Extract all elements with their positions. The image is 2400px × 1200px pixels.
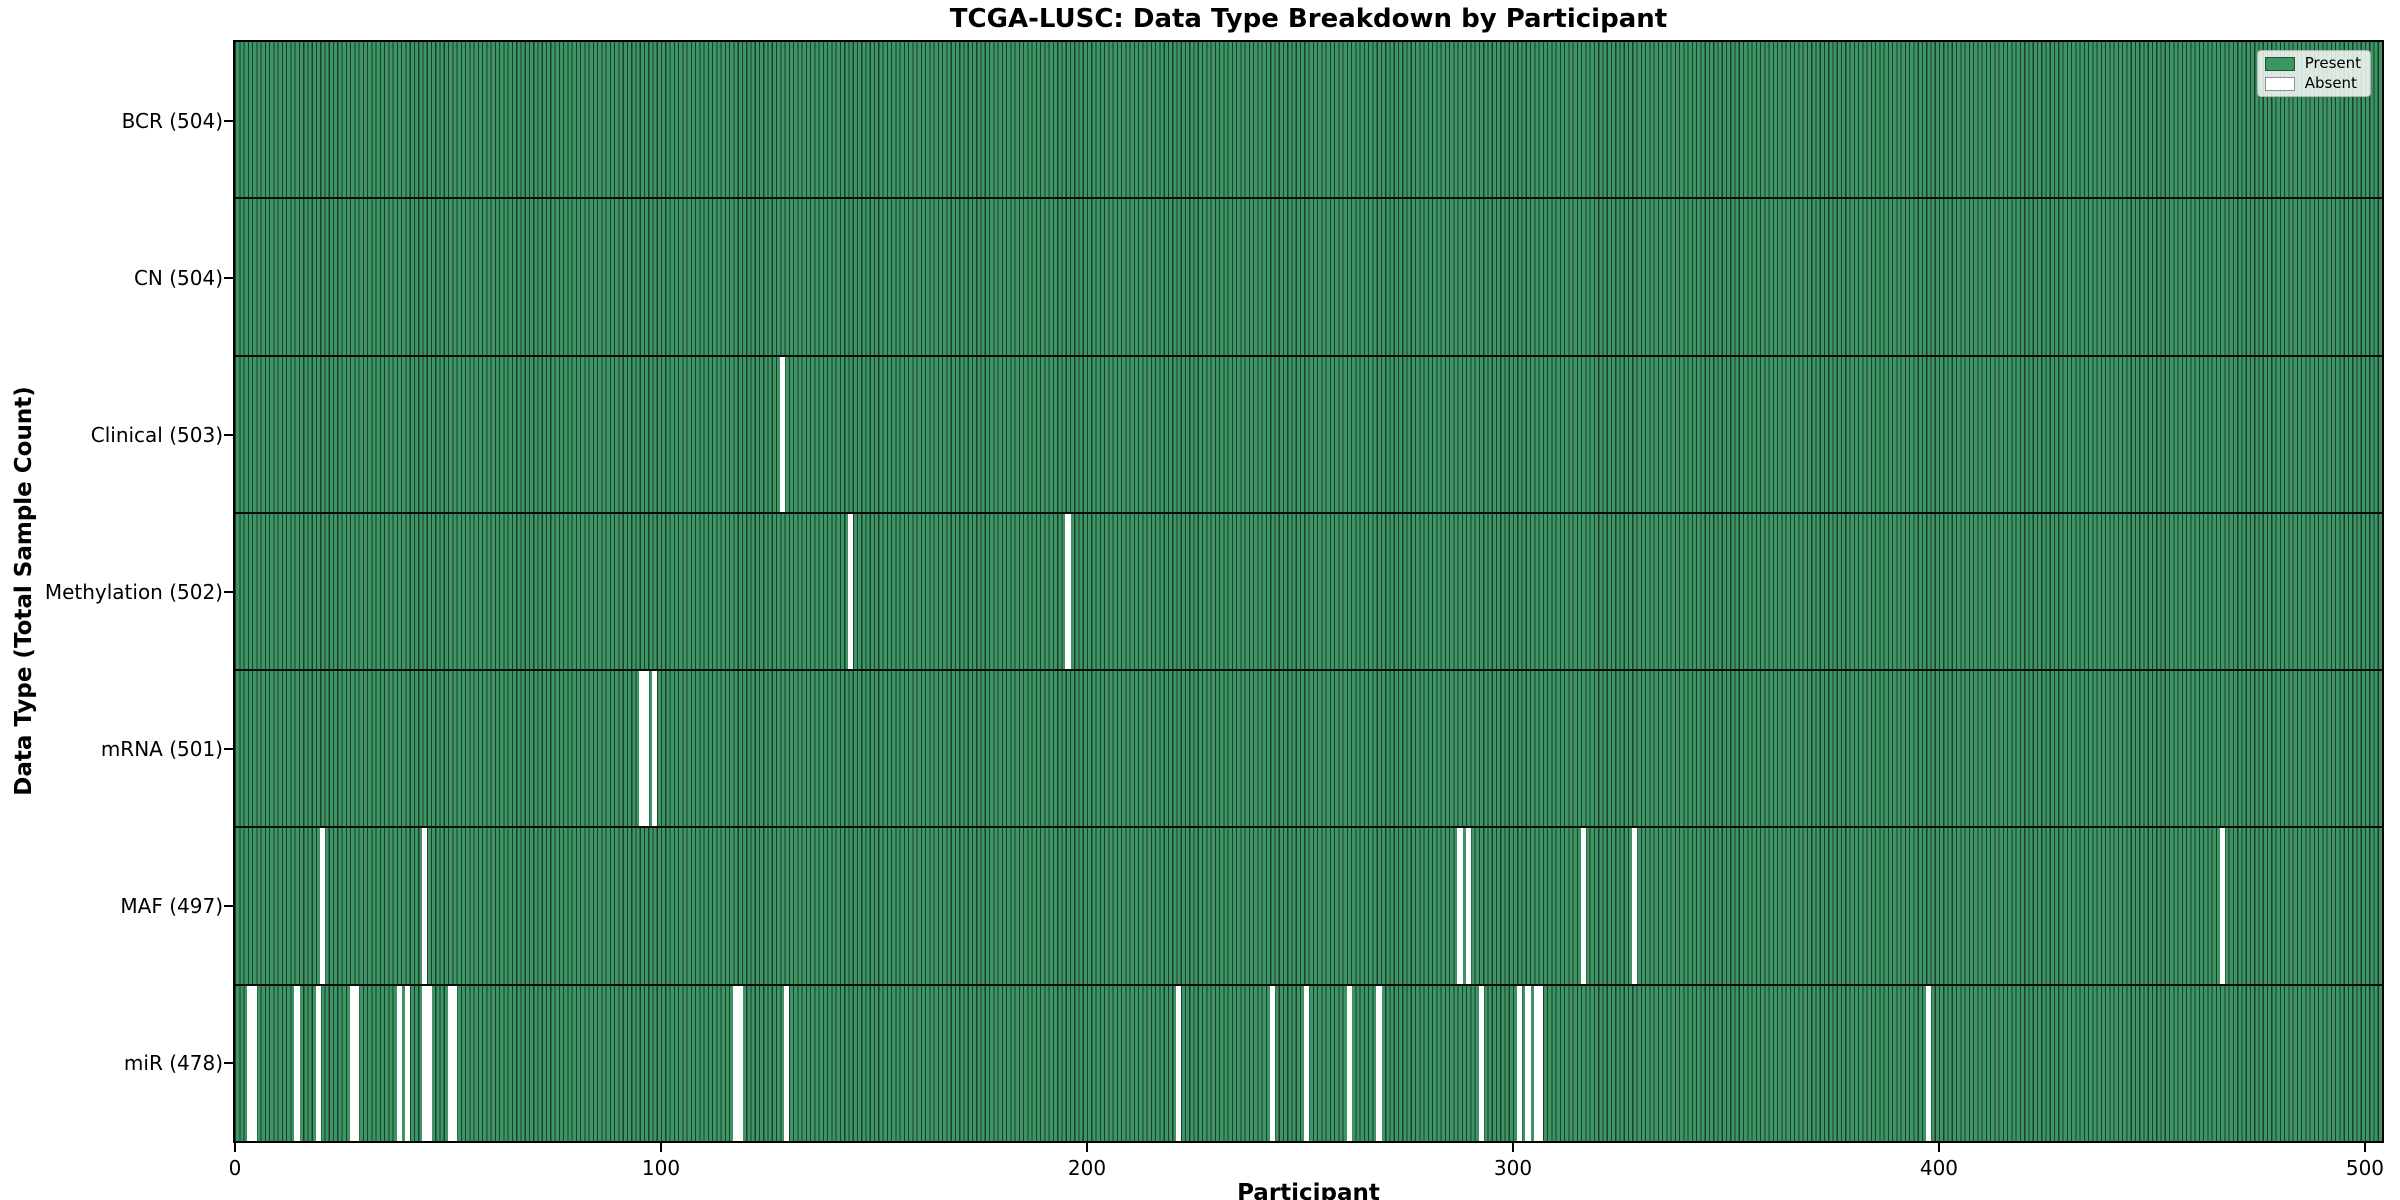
row-bcr [235,42,2382,200]
x-tick-label: 300 [1493,1156,1533,1180]
x-tick-mark [234,1143,236,1152]
absent-gap [426,985,432,1141]
y-axis-label: Data Type (Total Sample Count) [11,386,37,796]
absent-gap [1580,828,1587,984]
absent-gap [1065,513,1071,670]
y-tick-label: miR (478) [123,1050,223,1075]
absent-gap [1346,985,1352,1141]
legend: Present Absent [2256,50,2371,97]
absent-gap [643,671,649,827]
absent-gap [247,985,253,1141]
legend-item-absent: Absent [2264,74,2361,92]
absent-gap [848,513,854,670]
x-tick-mark [659,1143,662,1152]
row-mir [235,985,2382,1141]
absent-gap [1465,828,1472,984]
absent-gap [1533,985,1540,1141]
chart-title: TCGA-LUSC: Data Type Breakdown by Partic… [949,4,1668,34]
y-tick-label: Methylation (502) [44,579,223,604]
y-tick-label: Clinical (503) [90,422,223,447]
row-methylation [235,513,2382,672]
x-tick-label: 200 [1067,1156,1107,1180]
y-tick-mark [224,119,233,122]
plot-area: Present Absent [233,40,2384,1143]
absent-gap [1925,985,1932,1141]
absent-gap [1631,828,1638,984]
absent-gap [1457,828,1463,984]
y-tick-label: CN (504) [133,265,223,290]
absent-gap [422,828,428,984]
x-tick-label: 100 [641,1156,681,1180]
absent-gap [447,985,453,1141]
row-cn [235,199,2382,357]
absent-gap [353,985,360,1141]
absent-gap [451,985,458,1141]
absent-gap [349,985,355,1141]
absent-gap [784,985,790,1141]
x-tick-label: 0 [228,1156,242,1180]
y-tick-mark [224,1061,233,1064]
absent-gap [1516,985,1523,1141]
x-tick-label: 500 [2345,1156,2385,1180]
y-tick-label: mRNA (501) [100,736,223,761]
y-tick-mark [224,904,233,907]
absent-gap [779,356,786,512]
legend-label-absent: Absent [2304,74,2357,92]
x-tick-label: 400 [1919,1156,1959,1180]
absent-gap [1176,985,1182,1141]
absent-gap [315,985,321,1141]
y-tick-mark [224,747,233,750]
absent-swatch-icon [2264,76,2295,91]
absent-gap [405,985,411,1141]
row-clinical [235,356,2382,514]
y-tick-label: MAF (497) [120,893,223,918]
absent-gap [422,985,428,1141]
x-axis-label: Participant [1237,1180,1380,1200]
absent-gap [251,985,257,1141]
legend-item-present: Present [2264,54,2361,72]
y-tick-mark [224,433,233,436]
x-tick-mark [1085,1143,1088,1152]
x-tick-mark [1511,1143,1514,1152]
absent-gap [1538,985,1544,1141]
absent-gap [396,985,402,1141]
absent-gap [652,671,658,827]
row-maf [235,828,2382,986]
present-swatch-icon [2264,56,2295,71]
y-tick-mark [224,590,233,593]
y-tick-label: BCR (504) [121,108,223,133]
absent-gap [1269,985,1276,1141]
absent-gap [294,985,300,1141]
absent-gap [2219,828,2226,984]
absent-gap [733,985,739,1141]
row-mrna [235,671,2382,829]
absent-gap [1478,985,1484,1141]
absent-gap [319,828,326,984]
absent-gap [1525,985,1531,1141]
absent-gap [639,671,645,827]
absent-gap [1376,985,1382,1141]
y-tick-mark [224,276,233,279]
legend-label-present: Present [2304,54,2361,72]
x-tick-mark [2363,1143,2366,1152]
absent-gap [1303,985,1310,1141]
x-tick-mark [1937,1143,1940,1152]
absent-gap [737,985,743,1141]
